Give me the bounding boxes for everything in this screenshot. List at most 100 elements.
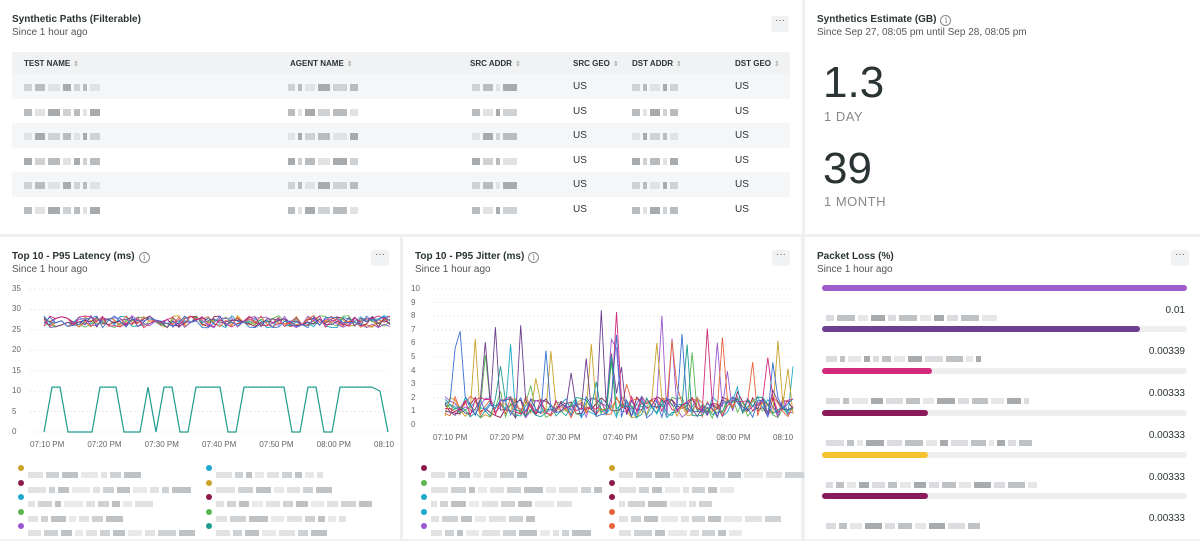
redacted-legend-label <box>28 494 156 507</box>
redacted-legend-label <box>28 465 144 478</box>
legend-swatch[interactable] <box>206 508 212 515</box>
sort-icon[interactable]: ⇕ <box>73 61 80 68</box>
redacted-cell <box>472 206 520 214</box>
table-row[interactable]: US US <box>12 172 790 197</box>
redacted-path-label <box>826 391 1032 404</box>
packet-loss-bar[interactable] <box>822 326 1140 332</box>
legend-swatch[interactable] <box>421 494 427 500</box>
legend-swatch[interactable] <box>421 508 427 515</box>
synthetic-paths-menu-button[interactable]: ··· <box>771 16 789 32</box>
packet-loss-bar[interactable] <box>822 368 932 374</box>
redacted-legend-label <box>216 509 349 522</box>
info-icon[interactable]: i <box>138 252 150 263</box>
estimate-subtitle: Since Sep 27, 08:05 pm until Sep 28, 08:… <box>817 27 1027 38</box>
jitter-title: Top 10 - P95 Jitter (ms) i <box>415 251 540 263</box>
col-test-name[interactable]: TEST NAME ⇕ <box>24 59 80 68</box>
legend-swatch[interactable] <box>609 508 615 515</box>
y-tick-label: 6 <box>411 338 416 348</box>
series-line <box>43 315 391 329</box>
latency-menu-button[interactable]: ··· <box>371 250 389 266</box>
redacted-cell <box>632 157 681 165</box>
sort-icon[interactable]: ⇕ <box>346 61 353 68</box>
col-src-geo[interactable]: SRC GEO ⇕ <box>573 59 619 68</box>
series-line <box>444 337 794 419</box>
redacted-cell <box>632 108 681 116</box>
col-dst-addr[interactable]: DST ADDR ⇕ <box>632 59 682 68</box>
dst-geo-cell: US <box>735 154 749 166</box>
table-row[interactable]: US US <box>12 148 790 173</box>
redacted-cell <box>472 157 520 165</box>
legend-swatch[interactable] <box>609 465 615 471</box>
legend-swatch[interactable] <box>18 465 24 471</box>
sort-icon[interactable]: ⇕ <box>774 61 780 68</box>
latency-chart <box>30 288 391 433</box>
legend-swatch[interactable] <box>206 465 212 471</box>
redacted-legend-label <box>431 523 594 536</box>
jitter-menu-button[interactable]: ··· <box>772 250 790 266</box>
month-estimate-label: 1 MONTH <box>824 194 886 209</box>
redacted-cell <box>472 83 520 91</box>
redacted-legend-label <box>619 480 737 493</box>
legend-swatch[interactable] <box>421 465 427 471</box>
src-geo-cell: US <box>573 105 587 117</box>
series-line <box>444 344 794 419</box>
packet-loss-bar-track <box>822 285 1187 291</box>
packet-loss-bar[interactable] <box>822 452 928 458</box>
packet-loss-value: 0.01 <box>1165 305 1185 316</box>
packet-loss-menu-button[interactable]: ··· <box>1171 250 1189 266</box>
x-tick-label: 08:10 <box>773 433 794 442</box>
y-tick-label: 0 <box>411 420 416 429</box>
packet-loss-bar-track <box>822 368 1187 374</box>
legend-swatch[interactable] <box>421 479 427 486</box>
legend-swatch[interactable] <box>206 479 212 486</box>
legend-swatch[interactable] <box>206 494 212 500</box>
col-dst-geo[interactable]: DST GEO ⇕ <box>735 59 780 68</box>
redacted-legend-label <box>28 523 198 536</box>
col-agent-name[interactable]: AGENT NAME ⇕ <box>290 59 353 68</box>
table-row[interactable]: US US <box>12 99 790 124</box>
legend-swatch[interactable] <box>609 494 615 500</box>
y-tick-label: 15 <box>12 365 21 375</box>
redacted-legend-label <box>28 480 194 493</box>
jitter-chart <box>433 288 794 426</box>
packet-loss-bar[interactable] <box>822 493 928 499</box>
info-icon[interactable]: i <box>940 15 952 26</box>
legend-swatch[interactable] <box>609 523 615 529</box>
y-tick-label: 5 <box>12 406 17 416</box>
redacted-legend-label <box>619 523 745 536</box>
x-tick-label: 08:10 <box>374 440 395 449</box>
table-row[interactable]: US US <box>12 74 790 99</box>
sort-icon[interactable]: ⇕ <box>676 61 682 68</box>
legend-swatch[interactable] <box>18 494 24 500</box>
redacted-legend-label <box>431 494 575 507</box>
packet-loss-bar[interactable] <box>822 285 1187 291</box>
col-src-addr[interactable]: SRC ADDR ⇕ <box>470 59 521 68</box>
packet-loss-bar[interactable] <box>822 410 928 416</box>
synthetics-estimate-card: Synthetics Estimate (GB) i Since Sep 27, … <box>805 0 1200 234</box>
x-tick-label: 07:20 PM <box>489 433 524 442</box>
y-tick-label: 10 <box>411 284 420 293</box>
y-tick-label: 35 <box>12 284 21 293</box>
legend-swatch[interactable] <box>18 523 24 529</box>
x-tick-label: 07:30 PM <box>144 440 179 449</box>
x-tick-label: 07:40 PM <box>603 433 638 442</box>
info-icon[interactable]: i <box>528 252 540 263</box>
legend-swatch[interactable] <box>206 523 212 529</box>
redacted-legend-label <box>431 480 605 493</box>
table-row[interactable]: US US <box>12 197 790 222</box>
packet-loss-value: 0.00333 <box>1148 513 1185 524</box>
legend-swatch[interactable] <box>18 479 24 486</box>
sort-icon[interactable]: ⇕ <box>612 61 619 68</box>
legend-swatch[interactable] <box>18 508 24 515</box>
table-row[interactable]: US US <box>12 123 790 148</box>
sort-icon[interactable]: ⇕ <box>514 61 521 68</box>
packet-loss-value: 0.00333 <box>1148 472 1185 483</box>
legend-swatch[interactable] <box>421 523 427 529</box>
redacted-cell <box>24 206 103 214</box>
packet-loss-bar-track <box>822 452 1187 458</box>
x-tick-label: 07:50 PM <box>259 440 294 449</box>
jitter-subtitle: Since 1 hour ago <box>415 264 491 275</box>
redacted-cell <box>24 181 103 189</box>
synthetic-paths-title: Synthetic Paths (Filterable) <box>12 14 141 25</box>
legend-swatch[interactable] <box>609 479 615 486</box>
